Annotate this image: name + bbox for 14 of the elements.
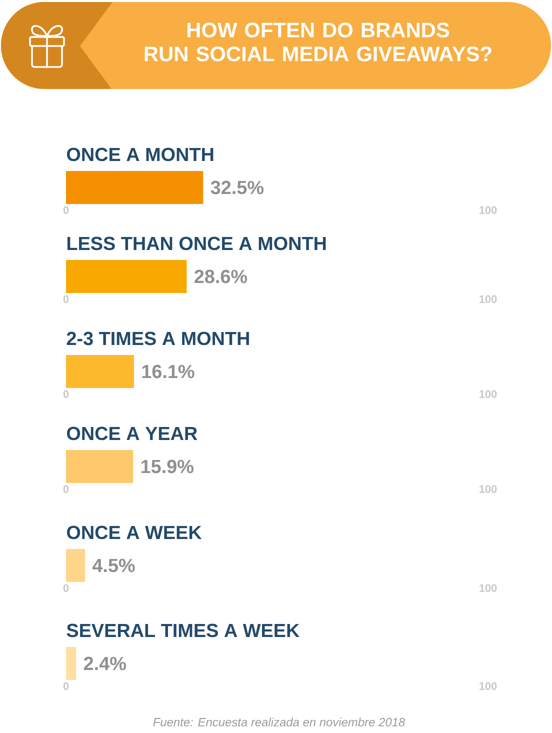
y-tick-label: SEVERAL TIMES A WEEK <box>66 624 300 638</box>
y-tick-label: 2-3 TIMES A MONTH <box>66 332 249 346</box>
data-label: 28.6% <box>194 270 248 284</box>
chart-title: HOW OFTEN DO BRANDS RUN SOCIAL MEDIA GIVEAWAYS? <box>144 22 492 62</box>
data-label: 32.5% <box>210 180 264 194</box>
y-tick-label: LESS THAN ONCE A MONTH <box>67 236 326 250</box>
data-label: 4.5% <box>92 558 135 572</box>
y-tick-label: ONCE A YEAR <box>66 426 198 440</box>
data-label: 16.1% <box>142 364 194 378</box>
source-note: Fuente: Encuesta realizada en noviembre 2018 <box>153 718 406 726</box>
data-label: 15.9% <box>141 460 194 474</box>
y-tick-label: ONCE A WEEK <box>66 526 202 540</box>
y-tick-label: ONCE A MONTH <box>66 148 214 162</box>
data-label: 2.4% <box>84 656 126 670</box>
